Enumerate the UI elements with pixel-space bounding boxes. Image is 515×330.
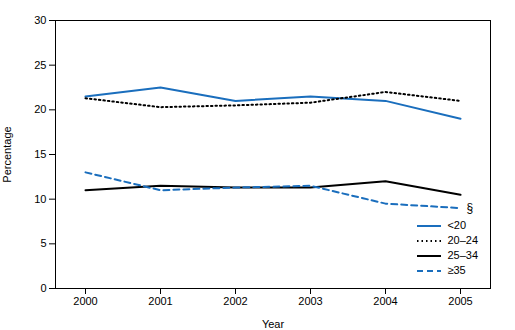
svg-text:2001: 2001: [148, 295, 172, 307]
svg-text:Year: Year: [262, 318, 285, 330]
svg-text:30: 30: [34, 14, 46, 26]
html-text:20–24: 20–24: [447, 234, 478, 246]
svg-text:15: 15: [34, 148, 46, 160]
html-text:25–34: 25–34: [447, 249, 478, 261]
html-text:<20: <20: [447, 219, 467, 231]
svg-text:2005: 2005: [448, 295, 472, 307]
svg-text:20: 20: [34, 103, 46, 115]
svg-text:2002: 2002: [223, 295, 247, 307]
svg-text:2000: 2000: [73, 295, 97, 307]
svg-text:0: 0: [40, 282, 46, 294]
svg-text:10: 10: [34, 193, 46, 205]
svg-text:2003: 2003: [298, 295, 322, 307]
svg-text:5: 5: [40, 237, 46, 249]
svg-text:Percentage: Percentage: [1, 126, 13, 182]
html-text:≥35: ≥35: [447, 264, 466, 276]
svg-text:25: 25: [34, 59, 46, 71]
svg-text:§: §: [467, 201, 474, 215]
svg-text:2004: 2004: [373, 295, 397, 307]
